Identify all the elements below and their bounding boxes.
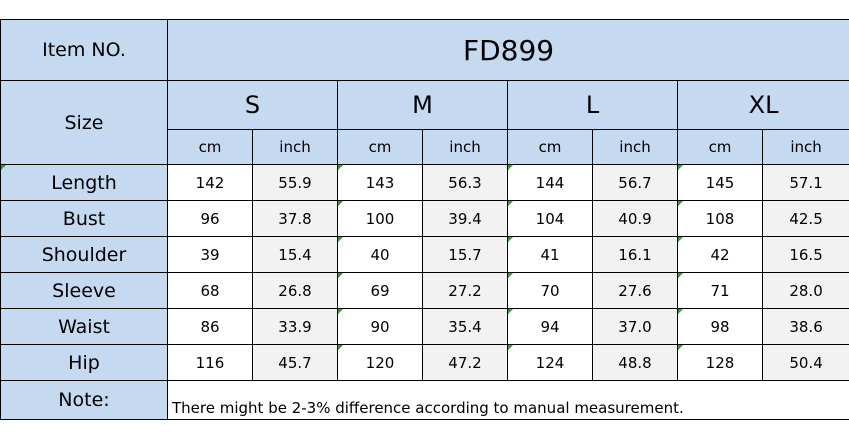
cell-inch: 26.8 <box>252 272 338 309</box>
unit-header: inch <box>422 129 508 165</box>
cell-cm: 71 <box>677 272 763 309</box>
cell-cm: 41 <box>507 236 593 273</box>
unit-header: cm <box>507 129 593 165</box>
cell-inch: 45.7 <box>252 344 338 381</box>
cell-cm: 108 <box>677 200 763 237</box>
unit-header: cm <box>167 129 253 165</box>
cell-cm: 143 <box>337 164 423 201</box>
cell-cm: 90 <box>337 308 423 345</box>
cell-inch: 27.2 <box>422 272 508 309</box>
table-row: Hip 116 45.7 120 47.2 124 48.8 128 50.4 <box>0 344 849 381</box>
size-label: Size <box>0 80 168 165</box>
cell-cm: 40 <box>337 236 423 273</box>
cell-inch: 50.4 <box>761 344 849 381</box>
cell-cm: 94 <box>507 308 593 345</box>
cell-cm: 42 <box>677 236 763 273</box>
cell-inch: 42.5 <box>761 200 849 237</box>
size-header-m: M <box>337 80 508 130</box>
table-row: Sleeve 68 26.8 69 27.2 70 27.6 71 28.0 <box>0 272 849 309</box>
cell-inch: 16.5 <box>761 236 849 273</box>
cell-cm: 69 <box>337 272 423 309</box>
measurement-label: Length <box>0 164 168 201</box>
cell-cm: 68 <box>167 272 253 309</box>
cell-cm: 144 <box>507 164 593 201</box>
measurement-label: Shoulder <box>0 236 168 273</box>
measurement-label: Sleeve <box>0 272 168 309</box>
item-number-label: Item NO. <box>0 19 168 81</box>
cell-cm: 142 <box>167 164 253 201</box>
cell-cm: 86 <box>167 308 253 345</box>
note-text: There might be 2-3% difference according… <box>166 380 849 420</box>
cell-cm: 100 <box>337 200 423 237</box>
cell-inch: 48.8 <box>592 344 678 381</box>
unit-header: inch <box>592 129 678 165</box>
cell-inch: 57.1 <box>761 164 849 201</box>
table-row: Waist 86 33.9 90 35.4 94 37.0 98 38.6 <box>0 308 849 345</box>
cell-inch: 55.9 <box>252 164 338 201</box>
table-row: Shoulder 39 15.4 40 15.7 41 16.1 42 16.5 <box>0 236 849 273</box>
cell-cm: 104 <box>507 200 593 237</box>
cell-inch: 33.9 <box>252 308 338 345</box>
note-label: Note: <box>0 380 168 420</box>
cell-cm: 128 <box>677 344 763 381</box>
cell-inch: 40.9 <box>592 200 678 237</box>
table-row: Length 142 55.9 143 56.3 144 56.7 145 57… <box>0 164 849 201</box>
cell-inch: 27.6 <box>592 272 678 309</box>
cell-inch: 15.7 <box>422 236 508 273</box>
cell-inch: 35.4 <box>422 308 508 345</box>
size-chart-table: Item NO. FD899 Size S M L XL cm inch cm … <box>0 19 849 420</box>
cell-inch: 39.4 <box>422 200 508 237</box>
cell-cm: 124 <box>507 344 593 381</box>
measurement-label: Waist <box>0 308 168 345</box>
cell-cm: 145 <box>677 164 763 201</box>
cell-cm: 39 <box>167 236 253 273</box>
cell-inch: 16.1 <box>592 236 678 273</box>
cell-inch: 47.2 <box>422 344 508 381</box>
cell-inch: 56.3 <box>422 164 508 201</box>
measurement-label: Hip <box>0 344 168 381</box>
size-header-xl: XL <box>676 80 849 130</box>
unit-header: inch <box>761 129 849 165</box>
cell-cm: 120 <box>337 344 423 381</box>
item-number-value: FD899 <box>166 19 849 81</box>
size-header-l: L <box>507 80 678 130</box>
cell-inch: 56.7 <box>592 164 678 201</box>
cell-inch: 37.0 <box>592 308 678 345</box>
unit-header: cm <box>337 129 423 165</box>
cell-cm: 70 <box>507 272 593 309</box>
cell-inch: 37.8 <box>252 200 338 237</box>
cell-inch: 15.4 <box>252 236 338 273</box>
table-row: Bust 96 37.8 100 39.4 104 40.9 108 42.5 <box>0 200 849 237</box>
measurement-label: Bust <box>0 200 168 237</box>
unit-header: inch <box>252 129 338 165</box>
size-header-s: S <box>167 80 338 130</box>
cell-cm: 98 <box>677 308 763 345</box>
cell-inch: 38.6 <box>761 308 849 345</box>
cell-cm: 116 <box>167 344 253 381</box>
unit-header: cm <box>677 129 763 165</box>
cell-cm: 96 <box>167 200 253 237</box>
cell-inch: 28.0 <box>761 272 849 309</box>
